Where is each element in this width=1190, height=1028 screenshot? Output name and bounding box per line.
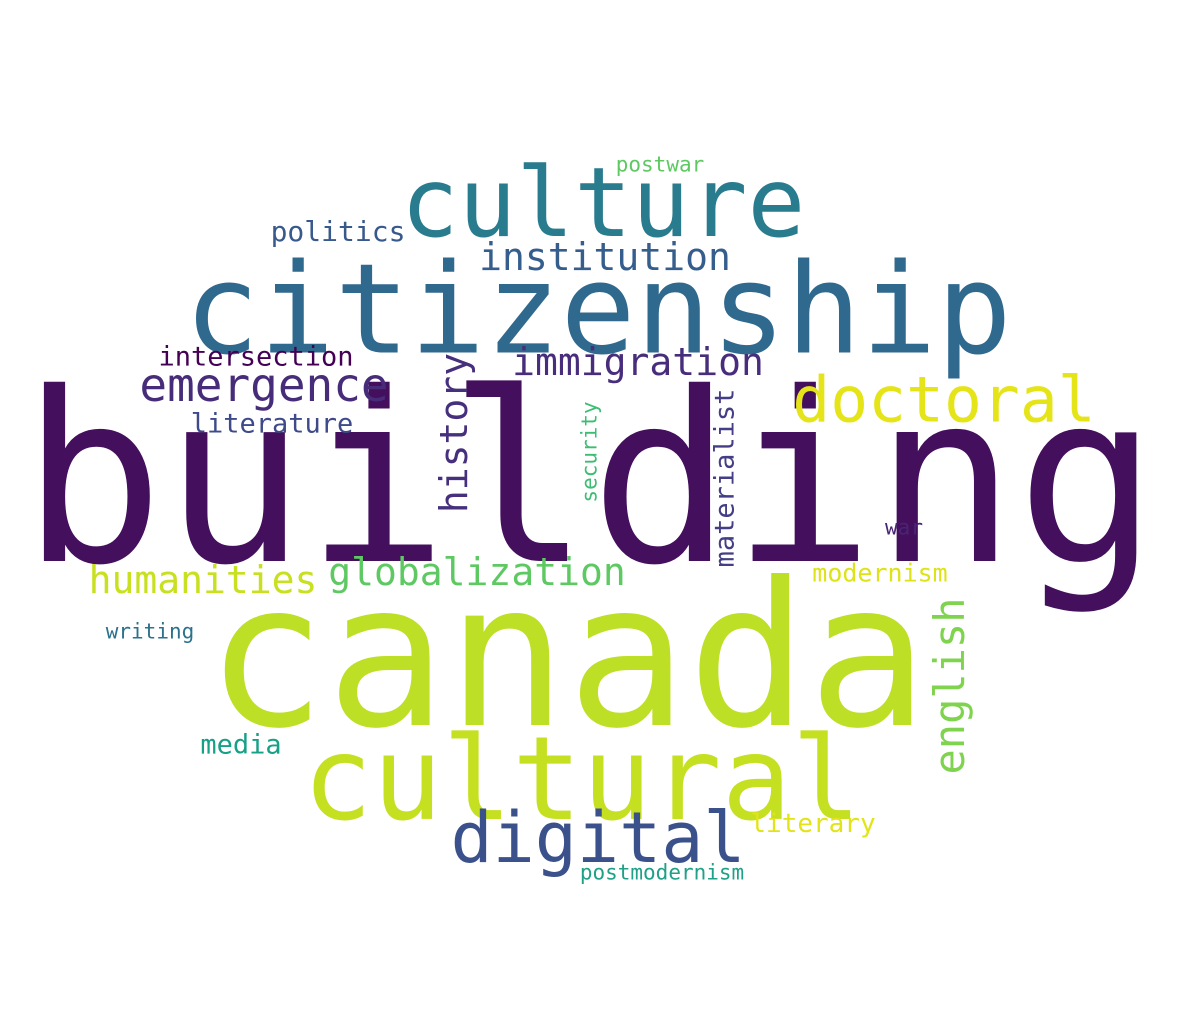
word-literature: literature	[190, 408, 354, 440]
word-humanities: humanities	[88, 558, 318, 602]
word-digital: digital	[450, 797, 746, 879]
word-security: security	[577, 401, 602, 503]
word-canada: canada	[205, 540, 929, 773]
word-emergence: emergence	[139, 358, 389, 412]
word-institution: institution	[479, 235, 731, 279]
word-writing: writing	[105, 619, 195, 644]
word-postmodernism: postmodernism	[579, 860, 745, 885]
word-history: history	[432, 352, 476, 514]
word-culture: culture	[400, 147, 806, 259]
word-immigration: immigration	[512, 340, 764, 384]
word-literary: literary	[750, 809, 876, 839]
word-intersection: intersection	[158, 341, 354, 373]
word-media: media	[200, 729, 282, 761]
word-citizenship: citizenship	[184, 237, 1012, 383]
word-cultural: cultural	[302, 712, 862, 847]
word-modernism: modernism	[812, 558, 948, 588]
word-war: war	[885, 515, 923, 540]
word-globalization: globalization	[328, 550, 626, 594]
word-english: english	[925, 597, 974, 775]
word-materialist: materialist	[709, 388, 741, 568]
word-politics: politics	[270, 215, 406, 248]
word-postwar: postwar	[615, 152, 705, 177]
word-doctoral: doctoral	[792, 363, 1096, 437]
word-building: building	[21, 342, 1159, 617]
